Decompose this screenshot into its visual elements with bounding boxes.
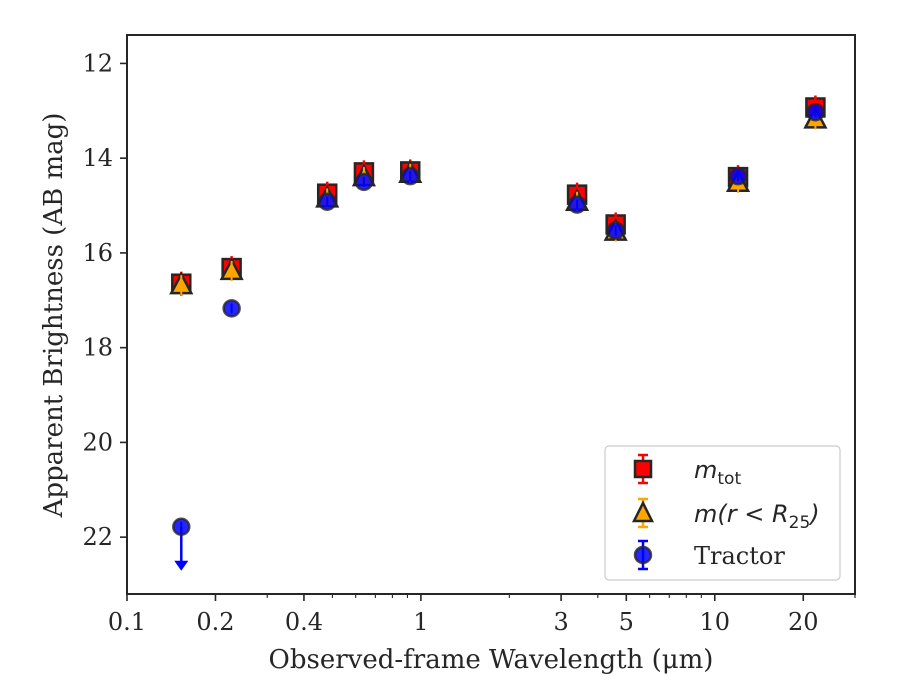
legend-entry: mtot — [633, 453, 741, 489]
legend-entry: m(r < R25) — [631, 497, 820, 533]
x-tick-label: 0.2 — [196, 608, 234, 636]
y-axis-label: Apparent Brightness (AB mag) — [39, 113, 69, 519]
legend-square-marker — [633, 459, 653, 479]
x-tick-label: 0.1 — [108, 608, 146, 636]
x-tick-label: 0.4 — [285, 608, 323, 636]
data-point — [172, 517, 191, 571]
data-points — [169, 95, 828, 571]
ticks: 0.1 0.2 0.4 1 3 5 10 20 12 14 16 18 20 22 — [82, 49, 856, 636]
data-point — [354, 172, 374, 192]
series-square — [171, 95, 826, 296]
legend-triangle-marker — [631, 500, 655, 523]
x-axis-label: Observed-frame Wavelength (μm) — [269, 645, 714, 675]
y-tick-label: 16 — [82, 239, 113, 267]
data-point — [806, 102, 825, 122]
x-tick-label: 10 — [700, 608, 731, 636]
legend: mtot m(r < R25) Tractor — [604, 445, 841, 581]
data-point — [606, 221, 625, 240]
legend-entry: Tractor — [633, 539, 785, 571]
legend-circle-marker — [633, 545, 653, 565]
series-circle — [172, 102, 825, 571]
y-tick-label: 22 — [82, 523, 113, 551]
x-tick-label: 1 — [413, 608, 428, 636]
data-point — [222, 299, 241, 318]
y-tick-label: 18 — [82, 334, 113, 362]
data-point — [567, 195, 587, 214]
legend-box — [604, 445, 841, 581]
x-tick-label: 3 — [553, 608, 568, 636]
series-triangle — [169, 105, 828, 296]
x-tick-label: 20 — [788, 608, 819, 636]
legend-label: m(r < R25) — [694, 500, 820, 533]
data-point — [317, 192, 337, 212]
data-point — [219, 257, 244, 281]
axes — [126, 34, 856, 595]
data-point — [400, 166, 420, 186]
y-tick-label: 14 — [82, 144, 113, 172]
data-point — [728, 166, 748, 186]
legend-label: mtot — [694, 456, 741, 489]
upper-limit-arrowhead — [174, 560, 189, 571]
y-tick-label: 20 — [82, 428, 113, 456]
legend-label: Tractor — [694, 542, 785, 570]
x-tick-label: 5 — [619, 608, 634, 636]
plot-frame — [126, 34, 856, 595]
data-point — [169, 271, 194, 296]
y-tick-label: 12 — [82, 49, 113, 77]
